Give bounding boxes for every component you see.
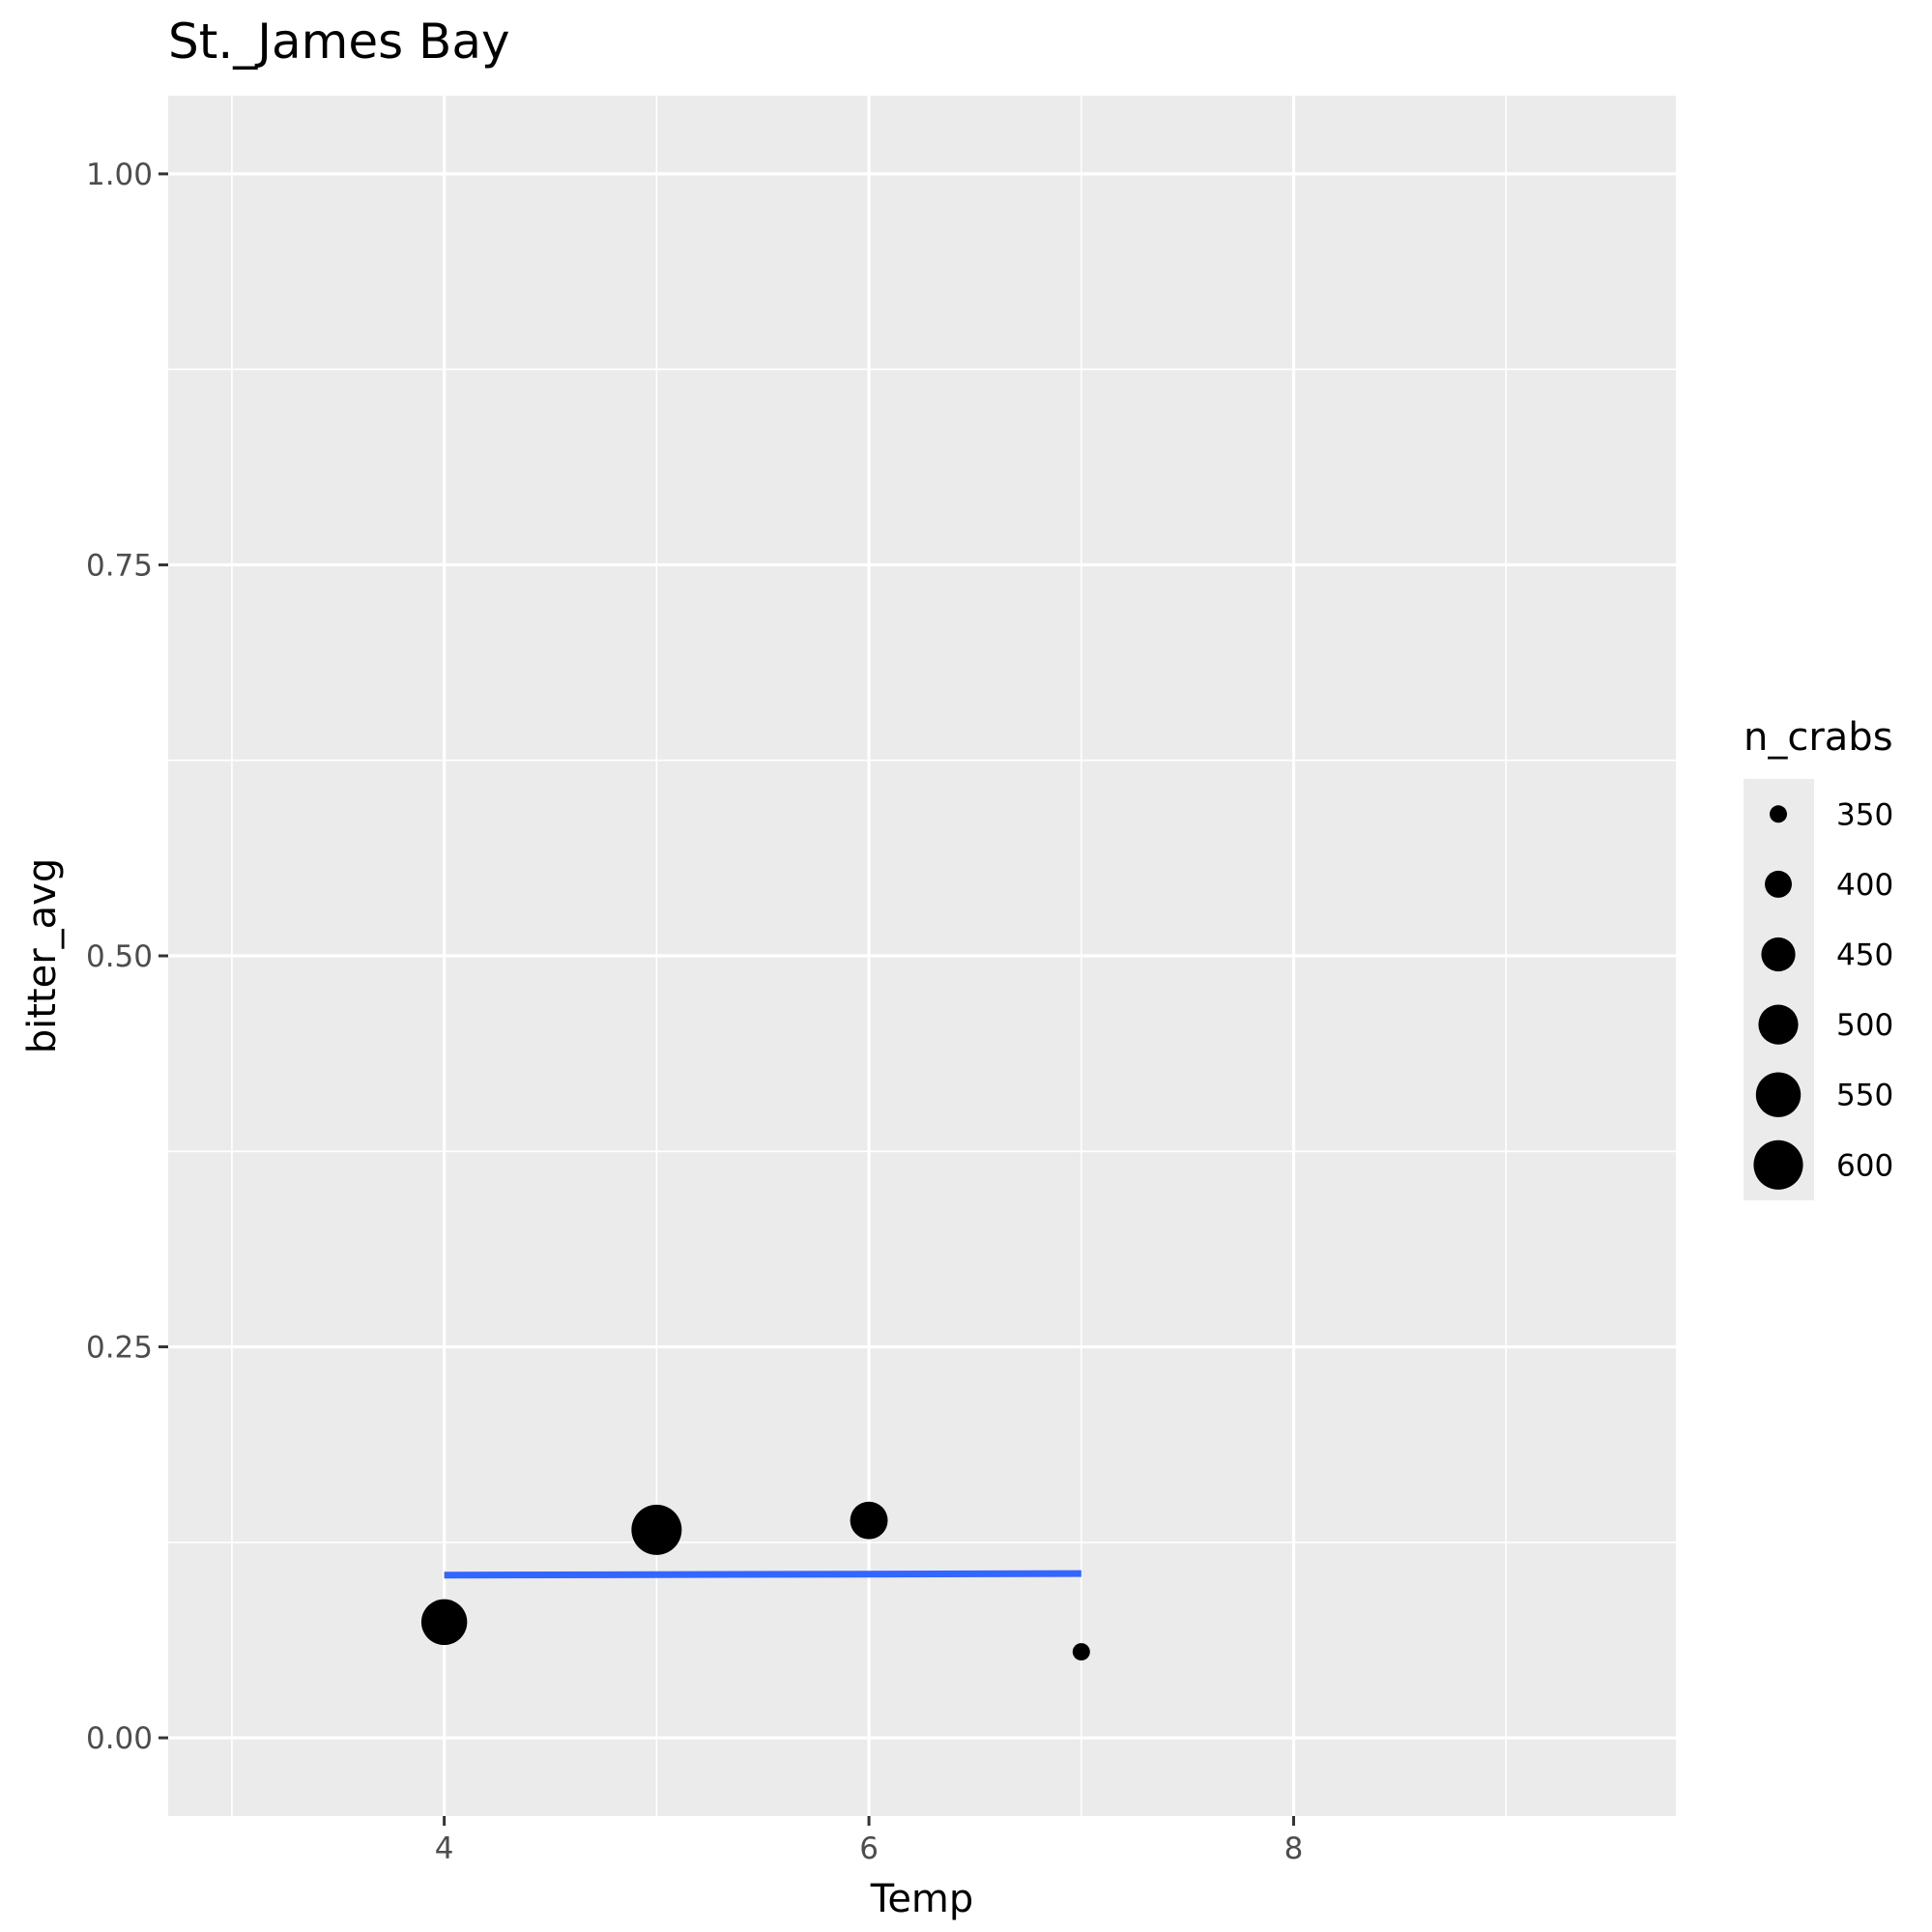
legend-label: 450: [1836, 938, 1893, 973]
legend-key-point: [1770, 805, 1787, 823]
legend-title: n_crabs: [1744, 715, 1893, 760]
trend-line: [444, 1570, 1081, 1579]
legend-label: 500: [1836, 1008, 1893, 1043]
legend-label: 600: [1836, 1148, 1893, 1183]
legend-key-point: [1765, 870, 1792, 898]
data-point: [420, 1599, 468, 1646]
y-tick-label: 0.75: [86, 548, 153, 583]
legend-key-point: [1753, 1139, 1803, 1190]
legend-key-point: [1758, 1004, 1799, 1045]
y-axis-title: bitter_avg: [20, 858, 65, 1054]
data-point: [850, 1501, 888, 1540]
x-tick-label: 8: [1284, 1831, 1304, 1866]
legend-key-point: [1761, 937, 1796, 972]
y-axis: 0.00 0.25 0.50 0.75 1.00: [86, 158, 168, 1756]
legend-label: 400: [1836, 868, 1893, 903]
data-point: [631, 1504, 682, 1555]
data-point: [1072, 1643, 1090, 1661]
x-axis: 4 6 8: [435, 1816, 1304, 1866]
trend-layer: [444, 1570, 1081, 1579]
y-tick-label: 0.25: [86, 1331, 153, 1366]
legend-key-point: [1755, 1072, 1802, 1117]
x-axis-title: Temp: [870, 1877, 974, 1921]
size-legend: n_crabs 350 400 450 500 550 600: [1744, 715, 1893, 1200]
legend-label: 350: [1836, 797, 1893, 832]
y-tick-label: 0.00: [86, 1721, 153, 1756]
y-tick-label: 0.50: [86, 939, 153, 974]
legend-key-background: [1744, 779, 1814, 1200]
legend-label: 550: [1836, 1079, 1893, 1113]
points-layer: [420, 1501, 1090, 1661]
x-tick-label: 6: [859, 1831, 879, 1866]
x-tick-label: 4: [435, 1831, 454, 1866]
y-tick-label: 1.00: [86, 158, 153, 192]
chart-title: St._James Bay: [168, 14, 510, 70]
